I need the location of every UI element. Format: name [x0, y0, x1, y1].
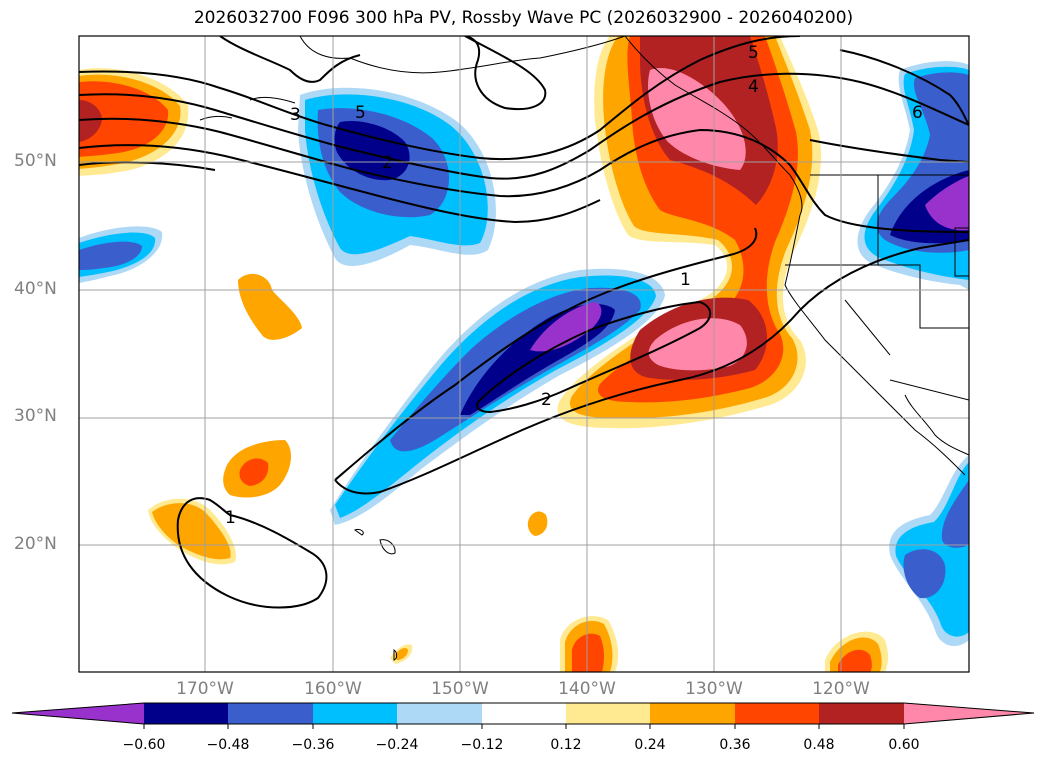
colorbar-tick-label: −0.24	[375, 737, 419, 753]
lon-tick-label: 160°W	[304, 679, 362, 699]
contour-label: 1	[680, 270, 691, 290]
colorbar-bin	[482, 703, 566, 724]
lon-tick-label: 150°W	[431, 679, 489, 699]
lon-tick-label: 120°W	[812, 679, 870, 699]
colorbar-tick-label: −0.36	[291, 737, 335, 753]
colorbar-tick-label: 0.12	[550, 737, 582, 753]
contour-label: 2	[382, 153, 393, 173]
lon-tick-label: 140°W	[558, 679, 616, 699]
contour-label: 1	[225, 508, 236, 528]
colorbar-tick-label: 0.60	[888, 737, 920, 753]
negative-anomaly-east	[857, 61, 969, 291]
colorbar-extend-low	[12, 703, 144, 724]
colorbar-bin	[566, 703, 650, 724]
contour-lines	[79, 36, 969, 609]
colorbar-bin	[819, 703, 904, 724]
colorbar-bin	[650, 703, 735, 724]
contour-label: 4	[748, 77, 759, 97]
colorbar-bin	[144, 703, 228, 724]
contour-label: 5	[748, 43, 759, 63]
negative-anomaly-north-pacific	[298, 87, 496, 266]
negative-anomaly-southeast	[889, 455, 969, 646]
colorbar-tick-label: −0.60	[122, 737, 166, 753]
colorbar-bin	[313, 703, 397, 724]
negative-anomaly-west	[79, 226, 163, 283]
positive-anomaly-small-blobs	[148, 273, 889, 672]
contour-label: 6	[912, 103, 923, 123]
lon-tick-label: 130°W	[685, 679, 743, 699]
lat-tick-label: 30°N	[14, 406, 57, 426]
lat-tick-label: 50°N	[14, 151, 57, 171]
colorbar-bin	[735, 703, 819, 724]
coastlines	[199, 36, 969, 661]
map-frame	[78, 35, 970, 673]
contour-label: 3	[290, 105, 301, 125]
positive-anomaly-gulf-alaska	[557, 36, 822, 429]
colorbar-tick-label: 0.48	[803, 737, 835, 753]
lat-tick-label: 20°N	[14, 534, 57, 554]
lat-tick-label: 40°N	[14, 279, 57, 299]
colorbar-tick-label: 0.24	[634, 737, 666, 753]
lon-tick-label: 170°W	[176, 679, 234, 699]
colorbar-bin	[397, 703, 482, 724]
colorbar-tick-label: −0.12	[460, 737, 504, 753]
colorbar-extend-high	[904, 703, 1034, 724]
map-title: 2026032700 F096 300 hPa PV, Rossby Wave …	[193, 8, 854, 28]
contour-label: 2	[541, 390, 552, 410]
contour-label: 5	[355, 103, 366, 123]
gridlines	[79, 36, 969, 672]
colorbar-bin	[228, 703, 313, 724]
colorbar-tick-label: −0.48	[206, 737, 250, 753]
colorbar	[11, 702, 1035, 729]
contour-labels: 5 4 3 2 6 5 1 2 1	[225, 43, 923, 528]
colorbar-tick-label: 0.36	[719, 737, 751, 753]
